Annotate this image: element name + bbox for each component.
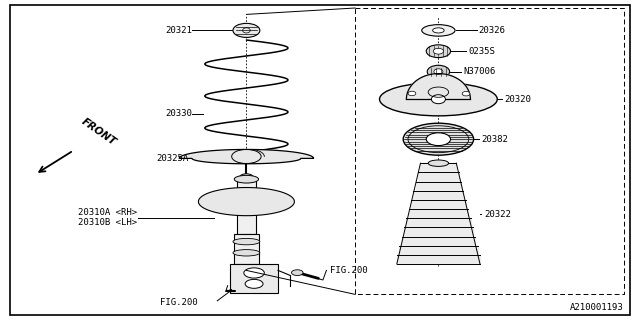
Ellipse shape bbox=[462, 92, 470, 96]
Text: 20322: 20322 bbox=[484, 210, 511, 219]
Ellipse shape bbox=[422, 25, 455, 36]
Ellipse shape bbox=[234, 175, 259, 183]
Text: 20326: 20326 bbox=[479, 26, 506, 35]
Text: FRONT: FRONT bbox=[80, 116, 118, 147]
Ellipse shape bbox=[380, 83, 497, 116]
Text: 20320: 20320 bbox=[504, 95, 531, 104]
Polygon shape bbox=[198, 188, 294, 216]
Polygon shape bbox=[179, 149, 314, 164]
Ellipse shape bbox=[244, 268, 264, 278]
Text: FIG.200: FIG.200 bbox=[330, 266, 367, 275]
Text: N37006: N37006 bbox=[463, 67, 495, 76]
Ellipse shape bbox=[426, 133, 451, 146]
Ellipse shape bbox=[233, 23, 260, 37]
Ellipse shape bbox=[434, 69, 443, 75]
Ellipse shape bbox=[233, 238, 260, 245]
Ellipse shape bbox=[426, 45, 451, 58]
Ellipse shape bbox=[239, 174, 253, 181]
Ellipse shape bbox=[408, 91, 416, 96]
Text: 20325A: 20325A bbox=[157, 154, 189, 163]
Polygon shape bbox=[406, 74, 470, 99]
Ellipse shape bbox=[428, 65, 450, 78]
Text: 0235S: 0235S bbox=[468, 47, 495, 56]
Ellipse shape bbox=[233, 250, 260, 256]
Ellipse shape bbox=[431, 95, 445, 104]
Polygon shape bbox=[397, 163, 480, 264]
Ellipse shape bbox=[433, 28, 444, 33]
Text: 20310B <LH>: 20310B <LH> bbox=[79, 218, 138, 227]
Bar bbox=[230, 264, 278, 293]
Ellipse shape bbox=[245, 279, 263, 288]
Ellipse shape bbox=[428, 160, 449, 166]
Text: 20310A <RH>: 20310A <RH> bbox=[79, 208, 138, 217]
Text: FIG.200: FIG.200 bbox=[160, 298, 198, 307]
Ellipse shape bbox=[403, 123, 474, 155]
Ellipse shape bbox=[292, 270, 303, 276]
Text: 20382: 20382 bbox=[481, 135, 508, 144]
Bar bbox=[237, 179, 256, 234]
Text: 20321: 20321 bbox=[165, 26, 192, 35]
Text: 20330: 20330 bbox=[165, 109, 192, 118]
Ellipse shape bbox=[433, 48, 444, 54]
Bar bbox=[234, 234, 259, 264]
Text: A210001193: A210001193 bbox=[570, 303, 624, 312]
